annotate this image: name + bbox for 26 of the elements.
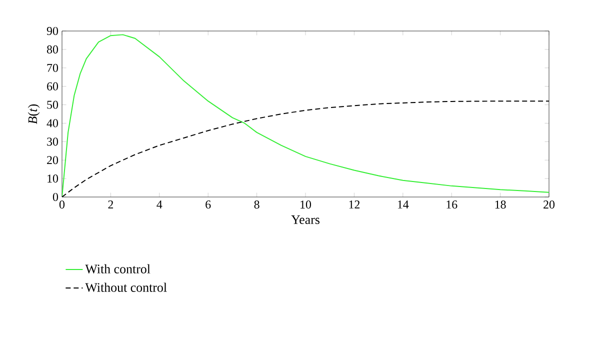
x-tick-label: 2: [108, 200, 114, 208]
y-tick-label: 90: [46, 26, 58, 36]
y-tick-label: 80: [46, 45, 58, 54]
legend-label: With control: [85, 264, 150, 274]
y-tick-label: 60: [47, 82, 58, 90]
x-tick-label: 0: [59, 200, 65, 209]
y-axis-title: B(t): [28, 104, 40, 124]
x-tick-label: 14: [398, 200, 409, 208]
y-tick-label: 50: [47, 100, 58, 109]
y-tick-label: 20: [47, 156, 58, 164]
x-tick-label: 20: [544, 200, 555, 209]
x-tick-label: 16: [446, 200, 458, 209]
x-tick-label: 4: [156, 200, 162, 208]
x-tick-label: 10: [300, 200, 312, 209]
x-axis-title: Years: [291, 215, 320, 224]
legend-label: Without control: [85, 282, 167, 292]
y-tick-label: 30: [47, 138, 58, 146]
line-series: [62, 34, 550, 197]
x-tick-label: 18: [495, 200, 506, 209]
x-tick-label: 8: [254, 200, 260, 209]
x-tick-label: 6: [206, 200, 211, 209]
y-tick-label: 10: [48, 174, 58, 183]
y-tick-label: 70: [47, 64, 58, 72]
y-tick-label: 40: [46, 119, 58, 128]
y-tick-label: 0: [52, 192, 58, 202]
x-tick-label: 12: [349, 200, 360, 208]
